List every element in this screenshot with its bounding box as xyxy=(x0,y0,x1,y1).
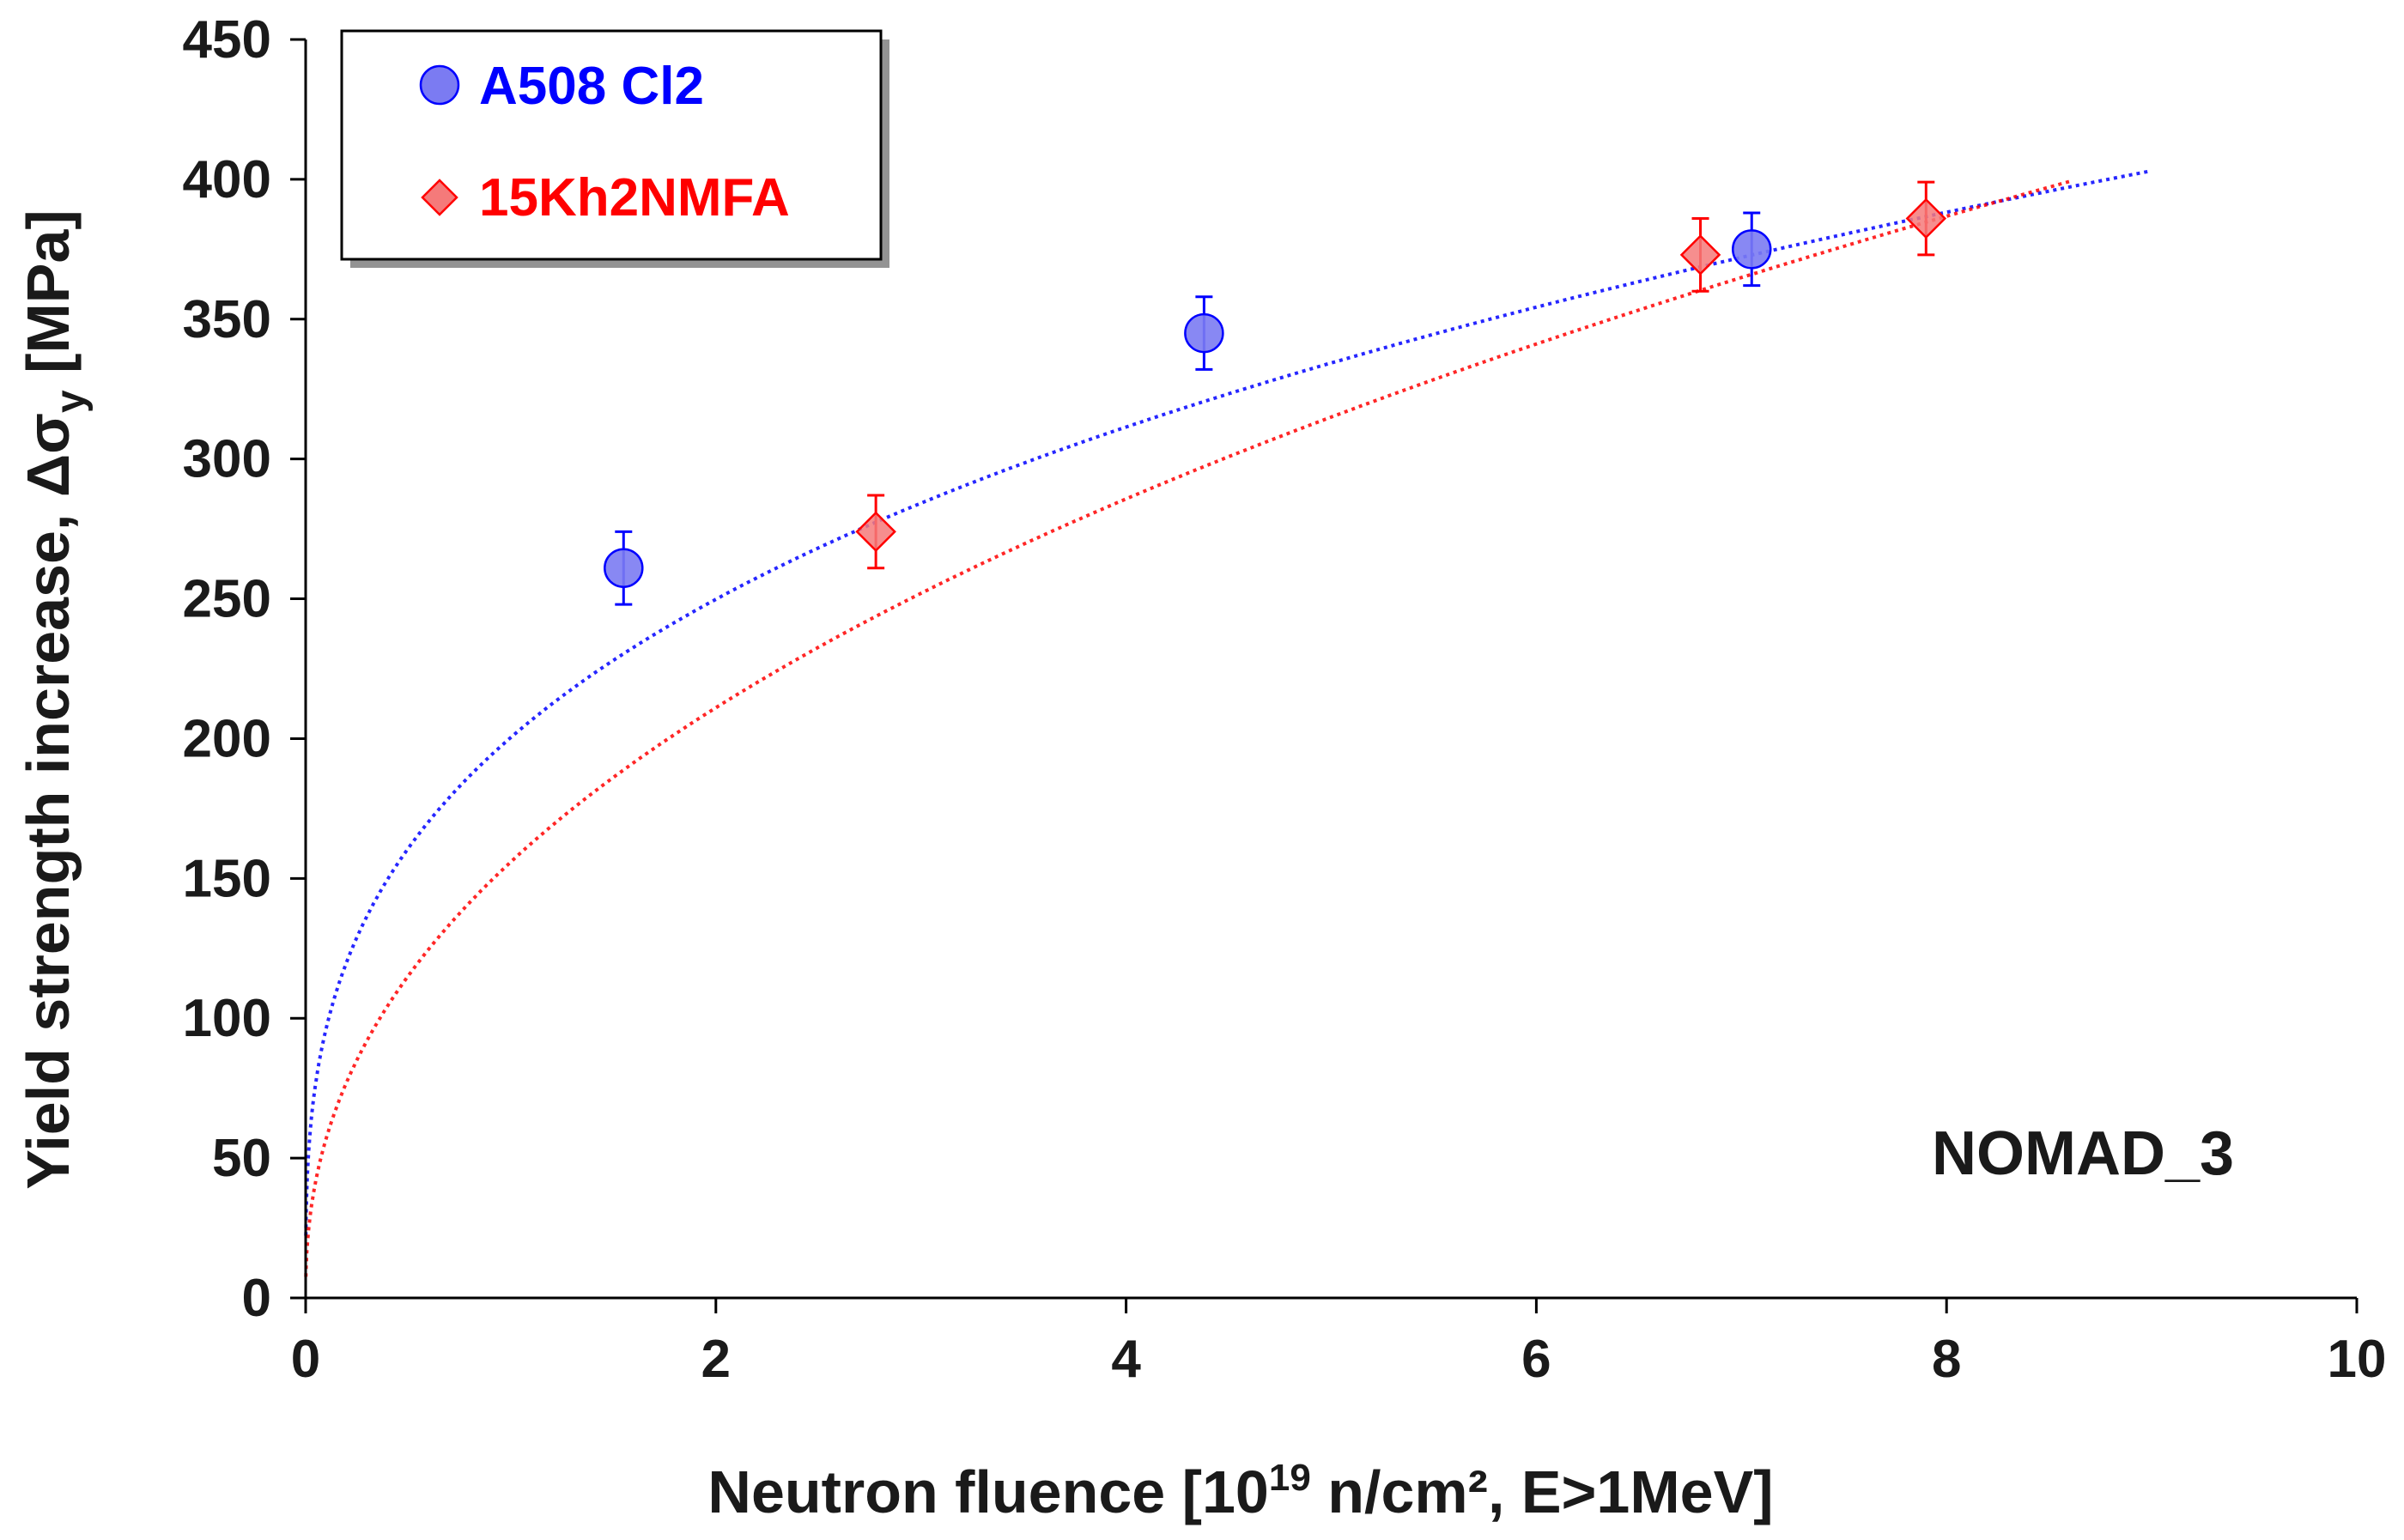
data-point-15kh2nmfa xyxy=(1905,197,1947,239)
x-tick-label: 0 xyxy=(291,1330,320,1389)
axes xyxy=(304,39,2357,1300)
y-tick-label: 400 xyxy=(183,150,271,209)
legend-label-a508: A508 Cl2 xyxy=(479,57,704,116)
data-point-a508 xyxy=(604,548,644,588)
data-points xyxy=(604,180,1947,606)
y-tick-label: 150 xyxy=(183,849,271,908)
x-tick-label: 8 xyxy=(1932,1330,1961,1389)
x-tick-label: 6 xyxy=(1521,1330,1551,1389)
y-tick-label: 50 xyxy=(212,1129,271,1188)
y-tick-label: 250 xyxy=(183,570,271,629)
trendline-a508 xyxy=(304,169,2152,1236)
x-tick-label: 4 xyxy=(1111,1330,1141,1389)
data-point-a508 xyxy=(1731,229,1772,270)
x-axis-title: Neutron fluence [1019 n/cm², E>1MeV] xyxy=(707,1457,1773,1525)
y-tick-label: 300 xyxy=(183,430,271,489)
legend: A508 Cl2 15Kh2NMFA xyxy=(340,29,889,268)
x-ticks: 0 2 4 6 8 10 xyxy=(291,1298,2387,1389)
data-point-15kh2nmfa xyxy=(1679,234,1721,276)
y-axis-title: Yield strength increase, Δσy [MPa] xyxy=(15,209,94,1189)
y-tick-label: 450 xyxy=(183,10,271,70)
trendlines xyxy=(304,169,2152,1277)
y-tick-label: 200 xyxy=(183,709,271,768)
y-tick-label: 0 xyxy=(242,1269,271,1328)
y-tick-label: 350 xyxy=(183,290,271,349)
x-tick-label: 2 xyxy=(701,1330,731,1389)
x-tick-label: 10 xyxy=(2328,1330,2387,1389)
data-point-15kh2nmfa xyxy=(855,511,896,553)
legend-marker-15kh2nmfa xyxy=(421,179,458,216)
legend-label-15kh2nmfa: 15Kh2NMFA xyxy=(479,168,790,227)
legend-marker-a508 xyxy=(419,64,460,106)
y-ticks: 0 50 100 150 200 250 300 350 400 450 xyxy=(183,10,306,1328)
chart-annotation: NOMAD_3 xyxy=(1932,1119,2234,1188)
y-tick-label: 100 xyxy=(183,989,271,1048)
data-point-a508 xyxy=(1184,312,1224,354)
